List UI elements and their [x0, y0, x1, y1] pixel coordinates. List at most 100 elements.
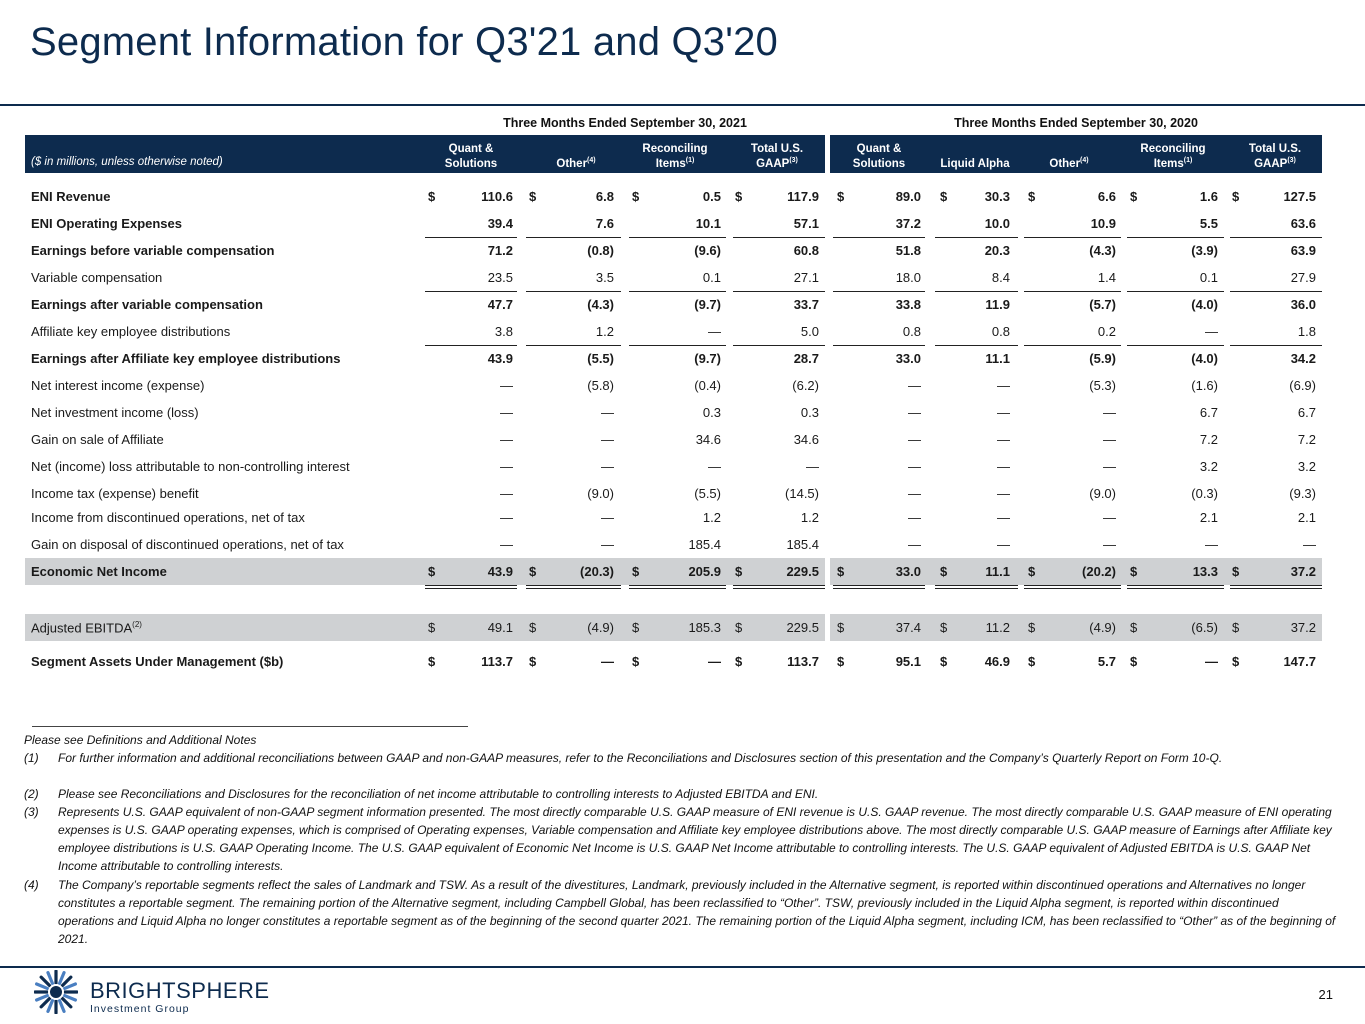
- table-cell: (5.5): [694, 486, 721, 501]
- table-cell: —: [500, 459, 513, 474]
- table-cell: —: [1103, 405, 1116, 420]
- logo-ray: [46, 998, 55, 1014]
- period-header-2021: Three Months Ended September 30, 2021: [503, 116, 747, 130]
- table-cell: —: [997, 537, 1010, 552]
- footnote-number: (4): [24, 878, 39, 892]
- table-cell: 39.4: [487, 216, 513, 231]
- table-cell: (1.6): [1191, 378, 1218, 393]
- currency-symbol: $: [1028, 189, 1036, 204]
- table-cell: —: [997, 378, 1010, 393]
- table-cell: (9.0): [587, 486, 614, 501]
- column-header-line2: Solutions: [445, 155, 497, 170]
- table-cell: 10.9: [1090, 216, 1116, 231]
- table-cell: —: [1205, 324, 1218, 339]
- column-header-line1: Total U.S.: [1248, 143, 1302, 156]
- table-cell: 47.7: [487, 297, 513, 312]
- currency-symbol: $: [632, 620, 640, 635]
- table-cell: (3.9): [1191, 243, 1218, 258]
- column-header-line2: Items(1): [656, 155, 695, 170]
- table-cell: 10.0: [984, 216, 1010, 231]
- row-label: ENI Revenue: [31, 189, 110, 204]
- table-cell: 5.5: [1199, 216, 1218, 231]
- table-cell: 71.2: [487, 243, 513, 258]
- table-cell: (9.7): [694, 297, 721, 312]
- subtotal-underline: [425, 291, 517, 292]
- table-cell: (9.7): [694, 351, 721, 366]
- subtotal-underline: [733, 237, 825, 238]
- table-cell: (5.9): [1089, 351, 1116, 366]
- row-label: Income from discontinued operations, net…: [31, 510, 305, 525]
- row-label: Gain on disposal of discontinued operati…: [31, 537, 344, 552]
- currency-symbol: $: [735, 654, 743, 669]
- logo-ray: [46, 970, 55, 986]
- table-cell: 10.1: [695, 216, 721, 231]
- footnote-number: (3): [24, 805, 39, 819]
- row-label-text: Earnings before variable compensation: [31, 243, 275, 258]
- subtotal-underline: [935, 291, 1018, 292]
- subtotal-underline: [733, 588, 825, 589]
- column-header-footnote-ref: (1): [685, 157, 695, 165]
- column-header-line2: Other(4): [1049, 155, 1088, 170]
- row-label: Segment Assets Under Management ($b): [31, 654, 283, 669]
- currency-symbol: $: [1130, 564, 1138, 579]
- subtotal-underline: [1230, 585, 1322, 586]
- table-cell: 30.3: [984, 189, 1010, 204]
- table-row: Income from discontinued operations, net…: [25, 504, 1322, 531]
- table-cell: (20.3): [580, 564, 614, 579]
- table-cell: —: [500, 378, 513, 393]
- table-cell: 37.2: [1290, 620, 1316, 635]
- currency-symbol: $: [940, 654, 948, 669]
- column-header-line2: Solutions: [853, 155, 905, 170]
- table-cell: 95.1: [895, 654, 921, 669]
- column-header: Reconciling Items(1): [630, 135, 720, 173]
- table-cell: 229.5: [786, 620, 819, 635]
- currency-symbol: $: [1232, 620, 1240, 635]
- row-label-text: Income tax (expense) benefit: [31, 486, 199, 501]
- subtotal-underline: [833, 345, 925, 346]
- table-cell: 11.1: [985, 351, 1010, 366]
- table-cell: 63.9: [1290, 243, 1316, 258]
- currency-symbol: $: [632, 654, 640, 669]
- table-cell: —: [997, 486, 1010, 501]
- table-cell: 127.5: [1283, 189, 1316, 204]
- table-cell: 6.8: [595, 189, 614, 204]
- table-cell: 6.7: [1297, 405, 1316, 420]
- subtotal-underline: [733, 345, 825, 346]
- subtotal-underline: [1230, 237, 1322, 238]
- table-row: Variable compensation 23.5 3.5 0.1 27.1 18.0 8…: [25, 264, 1322, 291]
- subtotal-underline: [935, 588, 1018, 589]
- column-header-line2: Items(1): [1154, 155, 1193, 170]
- table-cell: 3.2: [1199, 459, 1218, 474]
- table-cell: —: [500, 486, 513, 501]
- table-cell: (5.8): [587, 378, 614, 393]
- currency-symbol: $: [1232, 564, 1240, 579]
- subtotal-underline: [733, 291, 825, 292]
- subtotal-underline: [1024, 588, 1121, 589]
- column-header-footnote-ref: (1): [1183, 157, 1193, 165]
- footer-divider: [0, 966, 1365, 968]
- table-row: Segment Assets Under Management ($b) $113…: [25, 648, 1322, 675]
- logo-ray: [34, 993, 50, 1002]
- subtotal-underline: [1024, 237, 1121, 238]
- table-row: Economic Net Income $43.9 $ (20.3) $205.9 $22…: [25, 558, 1322, 585]
- currency-symbol: $: [529, 564, 537, 579]
- table-cell: —: [601, 537, 614, 552]
- table-cell: —: [708, 324, 721, 339]
- row-label-text: ENI Revenue: [31, 189, 111, 204]
- logo-ray: [62, 993, 78, 1002]
- currency-symbol: $: [837, 189, 845, 204]
- subtotal-underline: [526, 291, 621, 292]
- column-header-line1: Total U.S.: [750, 143, 804, 156]
- subtotal-underline: [833, 291, 925, 292]
- table-cell: 6.6: [1097, 189, 1116, 204]
- table-cell: 28.7: [793, 351, 819, 366]
- table-cell: 34.6: [793, 432, 819, 447]
- table-cell: (9.3): [1289, 486, 1316, 501]
- subtotal-underline: [629, 291, 726, 292]
- table-row: ENI Operating Expenses 39.4 7.6 10.1 57.1 37.…: [25, 210, 1322, 237]
- column-header-text: GAAP: [1254, 158, 1288, 170]
- table-cell: 27.1: [793, 270, 819, 285]
- column-header-text: Items: [655, 158, 686, 170]
- subtotal-underline: [629, 345, 726, 346]
- table-cell: 34.2: [1290, 351, 1316, 366]
